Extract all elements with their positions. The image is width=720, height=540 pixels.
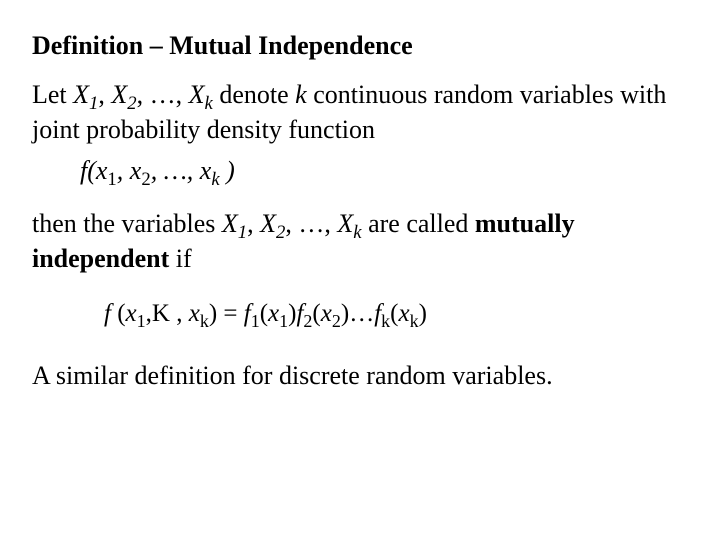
formula-xkb: x xyxy=(398,300,409,327)
formula-xks: k xyxy=(410,311,419,331)
formula-fks: k xyxy=(381,311,390,331)
fn-subk: k xyxy=(211,169,219,190)
fn-sub1: 1 xyxy=(107,169,116,190)
var-X2: X2 xyxy=(111,80,136,109)
formula-f1s: 1 xyxy=(251,311,260,331)
formula-f1: f xyxy=(244,300,251,327)
p1-comma2: , …, xyxy=(137,80,189,109)
p2-text-b: are called xyxy=(362,209,475,238)
formula-lp1: ( xyxy=(260,300,268,327)
definition-title: Definition – Mutual Independence xyxy=(32,28,688,63)
var-X1: X1 xyxy=(73,80,98,109)
formula-x1: x xyxy=(126,300,137,327)
formula: f (x1,K , xk) = f1(x1)f2(x2)…fk(xk) xyxy=(104,297,688,331)
p2-X2: X2 xyxy=(260,209,285,238)
formula-lp: ( xyxy=(117,300,125,327)
paragraph-3: A similar definition for discrete random… xyxy=(32,358,688,393)
formula-dots2: … xyxy=(349,300,374,327)
p2-comma2: , …, xyxy=(285,209,337,238)
fn-c1: , x xyxy=(117,156,142,185)
p1-k: k xyxy=(295,80,307,109)
fn-c2: , …, x xyxy=(151,156,212,185)
fn-f: f(x xyxy=(80,156,107,185)
formula-s1: 1 xyxy=(137,311,146,331)
formula-rp: ) xyxy=(209,300,217,327)
p1-comma1: , xyxy=(98,80,111,109)
formula-x1s: 1 xyxy=(279,311,288,331)
formula-xk: x xyxy=(189,300,200,327)
p2-Xk: Xk xyxy=(337,209,361,238)
fn-end: ) xyxy=(220,156,235,185)
formula-x2b: x xyxy=(321,300,332,327)
formula-rp2: ) xyxy=(341,300,349,327)
var-Xk: Xk xyxy=(189,80,213,109)
formula-dots: ,K , xyxy=(146,300,189,327)
paragraph-1: Let X1, X2, …, Xk denote k continuous ra… xyxy=(32,77,688,188)
p1-text-b: denote xyxy=(213,80,295,109)
p2-X1: X1 xyxy=(222,209,247,238)
formula-rpk: ) xyxy=(419,300,427,327)
p1-density-fn: f(x1, x2, …, xk ) xyxy=(32,153,688,188)
formula-x2s: 2 xyxy=(332,311,341,331)
fn-sub2: 2 xyxy=(141,169,150,190)
p1-text-a: Let xyxy=(32,80,73,109)
formula-x1b: x xyxy=(268,300,279,327)
p2-text-c: if xyxy=(169,244,191,273)
formula-f: f xyxy=(104,300,117,327)
formula-lp2: ( xyxy=(312,300,320,327)
formula-sk: k xyxy=(200,311,209,331)
p2-comma1: , xyxy=(247,209,260,238)
p2-text-a: then the variables xyxy=(32,209,222,238)
paragraph-2: then the variables X1, X2, …, Xk are cal… xyxy=(32,206,688,276)
formula-eq: = xyxy=(217,300,244,327)
